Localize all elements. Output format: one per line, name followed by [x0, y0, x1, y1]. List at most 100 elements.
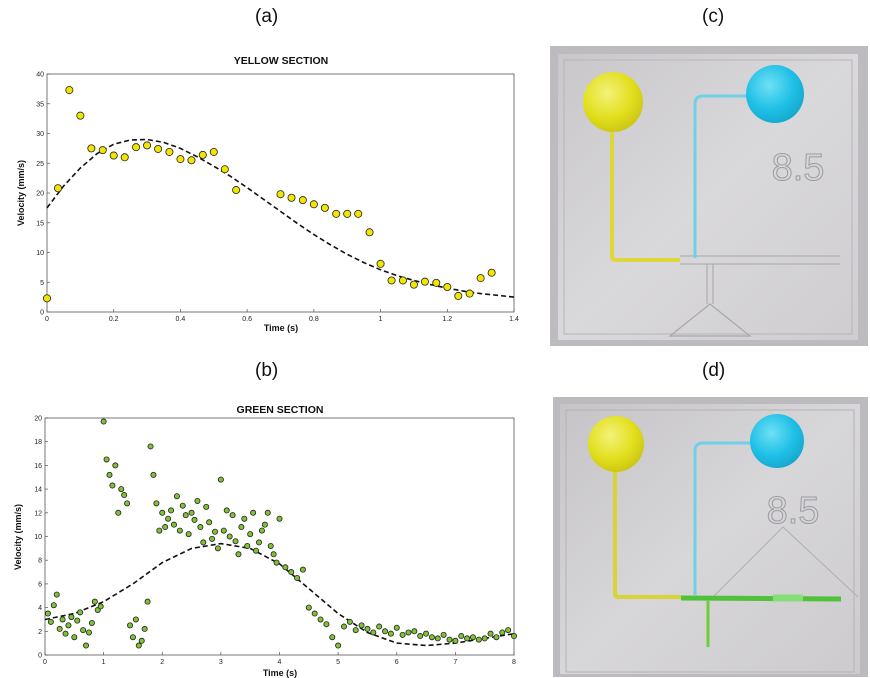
blue-drop [746, 65, 804, 123]
data-point [53, 591, 60, 598]
data-point [209, 535, 216, 542]
data-point [238, 524, 245, 531]
data-point [179, 502, 186, 509]
data-point [311, 610, 318, 617]
data-point [68, 614, 75, 621]
data-point [493, 634, 500, 641]
data-point [323, 621, 330, 628]
data-point [132, 143, 141, 152]
panel-label-c: (c) [702, 6, 725, 27]
data-point [170, 521, 177, 528]
panel-label-d: (d) [702, 360, 726, 381]
photo-chip-filled: 8.5 [553, 397, 868, 677]
chart-title: YELLOW SECTION [234, 55, 329, 67]
data-point [124, 500, 131, 507]
data-point [229, 512, 236, 519]
data-point [232, 538, 239, 545]
data-point [187, 156, 196, 165]
data-point [106, 471, 113, 478]
x-tick-label: 0 [43, 659, 47, 666]
x-tick-label: 0.4 [176, 316, 186, 323]
y-tick-label: 25 [36, 161, 44, 168]
data-point [162, 524, 169, 531]
data-point [432, 278, 441, 287]
data-point [77, 609, 84, 616]
data-point [165, 515, 172, 522]
data-point [154, 144, 163, 153]
data-point [120, 153, 129, 162]
data-point [309, 200, 318, 209]
data-point [112, 462, 119, 469]
data-point [103, 456, 110, 463]
y-tick-label: 40 [36, 72, 44, 79]
plot-area-frame [44, 417, 515, 656]
data-point [476, 274, 485, 283]
data-point [194, 497, 201, 504]
data-point [118, 486, 125, 493]
data-point [267, 542, 274, 549]
data-point [176, 155, 185, 164]
data-point [198, 150, 207, 159]
data-point [43, 294, 52, 303]
x-tick-label: 3 [219, 659, 223, 666]
data-point [405, 629, 412, 636]
y-tick-label: 16 [34, 463, 42, 470]
data-point [54, 184, 63, 193]
data-point [109, 482, 116, 489]
blue-drop [750, 414, 804, 468]
data-point [387, 276, 396, 285]
data-point [176, 527, 183, 534]
x-tick-label: 1.4 [509, 316, 519, 323]
panel-label-a: (a) [255, 6, 279, 27]
data-point [417, 633, 424, 640]
data-point [209, 147, 218, 156]
data-point [138, 637, 145, 644]
data-point [191, 516, 198, 523]
data-point [214, 545, 221, 552]
x-tick-label: 4 [278, 659, 282, 666]
data-point [165, 147, 174, 156]
data-point [206, 519, 213, 526]
y-tick-label: 2 [38, 629, 42, 636]
y-tick-label: 10 [34, 534, 42, 541]
data-point [411, 628, 418, 635]
y-tick-label: 6 [38, 581, 42, 588]
data-point [109, 151, 118, 160]
data-point [200, 539, 207, 546]
chip-number-text: 8.5 [772, 147, 825, 189]
data-point [505, 627, 512, 634]
x-axis-label: Time (s) [263, 668, 297, 678]
chart-yellow-section: YELLOW SECTION Time (s) Velocity (mm/s) … [16, 55, 519, 333]
data-point [247, 531, 254, 538]
fit-curve [46, 138, 515, 298]
data-point [305, 604, 312, 611]
data-point [56, 625, 63, 632]
data-point [121, 492, 128, 499]
data-point [317, 616, 324, 623]
data-point [329, 634, 336, 641]
data-point [76, 111, 85, 120]
data-point [454, 291, 463, 300]
data-point [340, 623, 347, 630]
data-point [223, 507, 230, 514]
y-axis-label: Velocity (mm/s) [13, 504, 23, 570]
data-point [458, 633, 465, 640]
data-point [398, 276, 407, 285]
data-point [44, 610, 51, 617]
data-point [168, 507, 175, 514]
data-point [244, 542, 251, 549]
x-tick-label: 0.2 [109, 316, 119, 323]
fit-curve [44, 542, 515, 647]
data-point [235, 551, 242, 558]
data-point [423, 630, 430, 637]
data-point [264, 509, 271, 516]
yellow-drop [583, 72, 643, 132]
data-point [446, 636, 453, 643]
data-point [352, 627, 359, 634]
data-point [220, 165, 229, 174]
data-point [409, 280, 418, 289]
data-point [185, 531, 192, 538]
data-point [255, 539, 262, 546]
data-point [364, 625, 371, 632]
data-point [443, 283, 452, 292]
